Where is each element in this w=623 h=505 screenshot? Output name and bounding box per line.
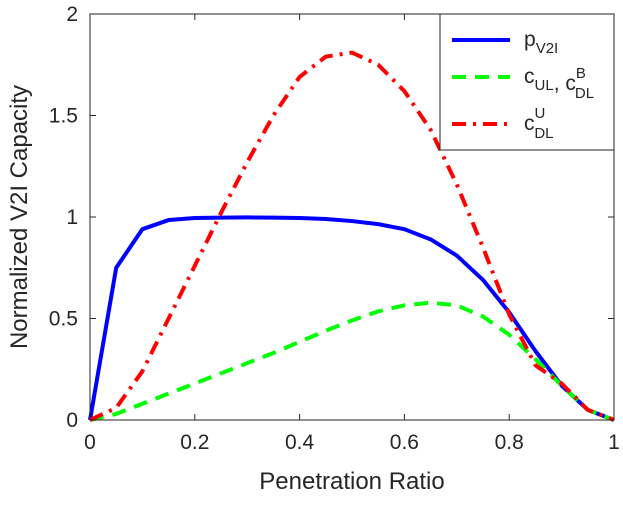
legend-label-3: cU DL	[524, 105, 554, 142]
legend-box	[439, 13, 615, 151]
x-tick-label: 0.4	[285, 431, 315, 454]
legend-label-2: cUL, cB DL	[524, 65, 594, 102]
x-tick-label: 1	[608, 431, 620, 454]
x-tick-label: 0.6	[390, 431, 419, 454]
legend-label-part: c	[524, 65, 535, 88]
legend-label-part: , c	[554, 72, 576, 95]
x-axis-title: Penetration Ratio	[259, 468, 444, 495]
y-tick-label: 1	[66, 206, 78, 229]
x-tick-label: 0	[84, 431, 96, 454]
x-tick-label: 0.2	[180, 431, 209, 454]
y-tick-label: 0	[66, 409, 78, 432]
y-tick-label: 1.5	[49, 105, 78, 128]
legend-label-part: UL	[535, 77, 554, 94]
legend-label-part: B	[576, 65, 586, 82]
y-tick-label: 0.5	[49, 308, 78, 331]
series-line-1	[88, 215, 615, 422]
legend-label-part: DL	[575, 85, 594, 102]
y-axis-title: Normalized V2I Capacity	[6, 85, 33, 349]
legend-label-part: DL	[534, 125, 553, 142]
legend-label-part: p	[524, 28, 536, 51]
legend-label-part: U	[535, 105, 546, 122]
x-tick-label: 0.8	[495, 431, 524, 454]
series-line-3	[89, 50, 615, 422]
legend-label-part: V2I	[536, 40, 559, 57]
legend-label-part: c	[524, 112, 535, 135]
plot-area	[88, 50, 615, 422]
y-tick-label: 2	[66, 3, 78, 26]
legend-label-1: pV2I	[524, 28, 558, 57]
series-line-2	[89, 300, 615, 422]
